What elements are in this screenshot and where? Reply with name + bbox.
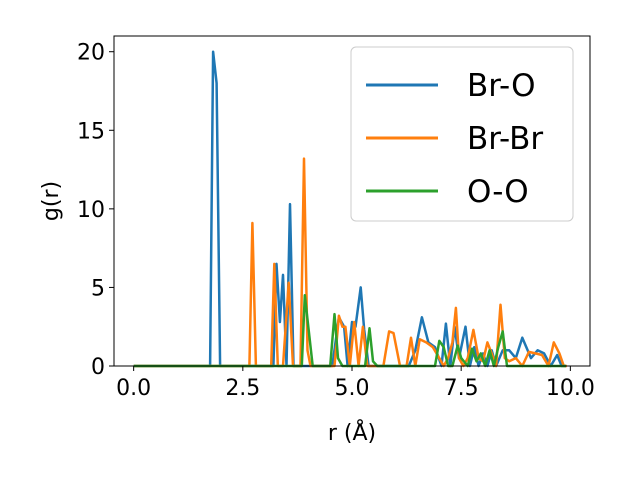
x-axis-label: r (Å) — [328, 419, 376, 446]
y-tick-label: 0 — [91, 355, 105, 380]
legend: Br-O Br-Br O-O — [350, 46, 574, 222]
legend-box — [350, 46, 574, 222]
x-tick-label: 0.0 — [116, 376, 151, 401]
legend-label-2: Br-Br — [467, 121, 543, 157]
y-tick-label: 15 — [77, 119, 105, 144]
y-axis: 0 5 10 15 20 — [77, 41, 114, 380]
legend-label-3: O-O — [467, 174, 529, 210]
y-axis-label: g(r) — [39, 181, 64, 221]
y-tick-label: 20 — [77, 41, 105, 66]
x-axis: 0.0 2.5 5.0 7.5 10.0 — [116, 366, 595, 401]
x-tick-label: 2.5 — [225, 376, 260, 401]
x-tick-label: 7.5 — [444, 376, 479, 401]
legend-items: Br-O Br-Br O-O — [366, 68, 543, 210]
x-tick-label: 10.0 — [546, 376, 595, 401]
legend-label-1: Br-O — [467, 68, 535, 104]
y-tick-label: 5 — [91, 276, 105, 301]
y-tick-label: 10 — [77, 198, 105, 223]
x-tick-label: 5.0 — [335, 376, 370, 401]
